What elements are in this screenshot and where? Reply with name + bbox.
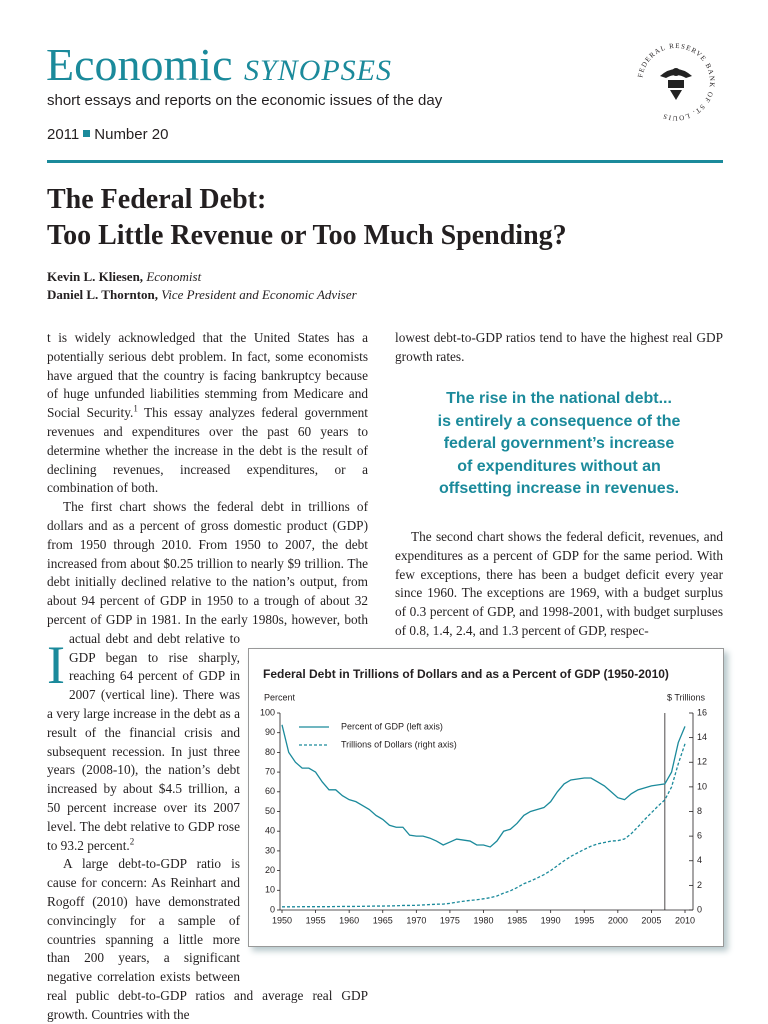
tagline: short essays and reports on the economic… [47, 92, 443, 109]
x-tick-label: 2010 [675, 915, 695, 925]
footnote-ref: 1 [133, 403, 138, 414]
y2-tick-label: 14 [697, 732, 707, 742]
y-tick-label: 10 [265, 885, 275, 895]
seal: FEDERAL RESERVE BANK OF ST. LOUIS [636, 42, 715, 123]
x-tick-label: 1995 [574, 915, 594, 925]
paragraph: lowest debt-to-GDP ratios tend to have t… [395, 330, 723, 364]
x-tick-label: 1975 [440, 915, 460, 925]
footnote-ref: 2 [129, 836, 135, 847]
y2-tick-label: 8 [697, 806, 702, 816]
text: The first chart shows the federal debt i… [47, 499, 368, 853]
legend-label: Percent of GDP (left axis) [341, 721, 443, 731]
y2-tick-label: 12 [697, 757, 707, 767]
author: Kevin L. Kliesen, Economist [47, 268, 357, 286]
x-tick-label: 1950 [272, 915, 292, 925]
text: t is widely acknowledged that the United… [47, 330, 368, 421]
drop-cap: I [47, 635, 65, 695]
pull-quote: The rise in the national debt... is enti… [395, 388, 723, 501]
x-tick-label: 1980 [473, 915, 493, 925]
year: 2011 [47, 126, 80, 143]
right-column-top: lowest debt-to-GDP ratios tend to have t… [395, 329, 723, 367]
y-tick-label: 70 [265, 766, 275, 776]
author-name: Kevin L. Kliesen, [47, 269, 144, 284]
data-line [282, 743, 686, 908]
y-tick-label: 100 [260, 707, 275, 717]
header-rule [47, 160, 723, 163]
y2-tick-label: 10 [697, 781, 707, 791]
y-tick-label: 90 [265, 727, 275, 737]
brand-italic: SYNOPSES [244, 54, 393, 87]
y2-tick-label: 0 [697, 904, 702, 914]
paragraph: The second chart shows the federal defic… [395, 529, 723, 638]
y2-tick-label: 16 [697, 707, 707, 717]
chart: Federal Debt in Trillions of Dollars and… [260, 667, 707, 925]
y2-tick-label: 4 [697, 855, 702, 865]
quote-line: The rise in the national debt... [446, 390, 672, 407]
x-tick-label: 1970 [406, 915, 426, 925]
x-tick-label: 1965 [373, 915, 393, 925]
x-tick-label: 2005 [641, 915, 661, 925]
x-tick-label: 1985 [507, 915, 527, 925]
x-tick-label: 1990 [541, 915, 561, 925]
author-role: Vice President and Economic Adviser [161, 287, 357, 302]
chart-title: Federal Debt in Trillions of Dollars and… [263, 667, 669, 681]
issue-number: Number 20 [94, 126, 169, 143]
chart-box: Federal Debt in Trillions of Dollars and… [248, 648, 724, 947]
quote-line: of expenditures without an [457, 457, 661, 475]
right-column-bottom: The second chart shows the federal defic… [395, 528, 723, 641]
y-tick-label: 80 [265, 747, 275, 757]
quote-line: offsetting increase in revenues. [438, 480, 680, 497]
y-tick-label: 20 [265, 865, 275, 875]
y-tick-label: 60 [265, 786, 275, 796]
issue: 2011 Number 20 [47, 126, 168, 143]
text: A large debt-to-GDP ratio is cause for c… [47, 856, 368, 1022]
y-tick-label: 0 [270, 904, 275, 914]
text: This essay analyzes federal government r… [47, 405, 368, 496]
brand-word: Economic [46, 39, 233, 90]
brand: Economic SYNOPSES [46, 38, 392, 91]
author-name: Daniel L. Thornton, [47, 287, 159, 302]
article-title: The Federal Debt: Too Little Revenue or T… [47, 182, 567, 254]
y-tick-label: 30 [265, 845, 275, 855]
y2-tick-label: 2 [697, 880, 702, 890]
data-line [281, 724, 686, 848]
quote-line: federal government’s increase [443, 435, 675, 452]
title-line: The Federal Debt: [47, 184, 267, 215]
authors: Kevin L. Kliesen, Economist Daniel L. Th… [47, 268, 357, 304]
quote-line: is entirely a consequence of the [437, 412, 681, 430]
y-axis-label: Percent [264, 692, 296, 702]
y-tick-label: 50 [265, 806, 275, 816]
y-tick-label: 40 [265, 826, 275, 836]
y2-axis-label: $ Trillions [667, 692, 706, 702]
x-tick-label: 1960 [339, 915, 359, 925]
paragraph: The first chart shows the federal debt i… [47, 498, 368, 855]
y2-tick-label: 6 [697, 831, 702, 841]
paragraph: A large debt-to-GDP ratio is cause for c… [47, 855, 368, 1024]
x-tick-label: 2000 [608, 915, 628, 925]
author-role: Economist [146, 269, 202, 284]
author: Daniel L. Thornton, Vice President and E… [47, 286, 357, 304]
title-line: Too Little Revenue or Too Much Spending? [47, 220, 567, 251]
x-tick-label: 1955 [306, 915, 326, 925]
legend-label: Trillions of Dollars (right axis) [341, 739, 457, 749]
